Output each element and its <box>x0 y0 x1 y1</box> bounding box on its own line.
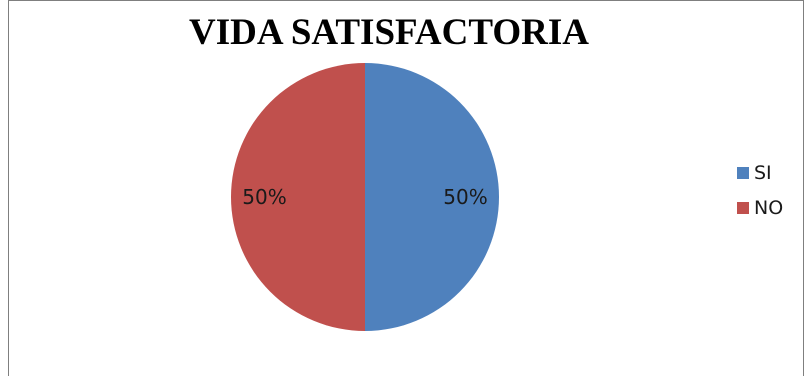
legend-item-no: NO <box>737 196 783 220</box>
legend-swatch-si <box>737 167 749 179</box>
data-label-no: 50% <box>242 185 286 209</box>
legend-label-si: SI <box>754 162 772 184</box>
chart-title: VIDA SATISFACTORIA <box>189 12 589 53</box>
pie-slice-si <box>365 63 499 331</box>
legend-label-no: NO <box>754 197 784 219</box>
pie-slice-no <box>231 63 365 331</box>
pie-chart: 50% 50% <box>231 63 499 331</box>
legend-swatch-no <box>737 202 749 214</box>
chart-frame: VIDA SATISFACTORIA 50% 50% SI NO <box>8 0 804 376</box>
legend-item-si: SI <box>737 161 783 185</box>
data-label-si: 50% <box>443 185 487 209</box>
legend: SI NO <box>737 161 783 231</box>
